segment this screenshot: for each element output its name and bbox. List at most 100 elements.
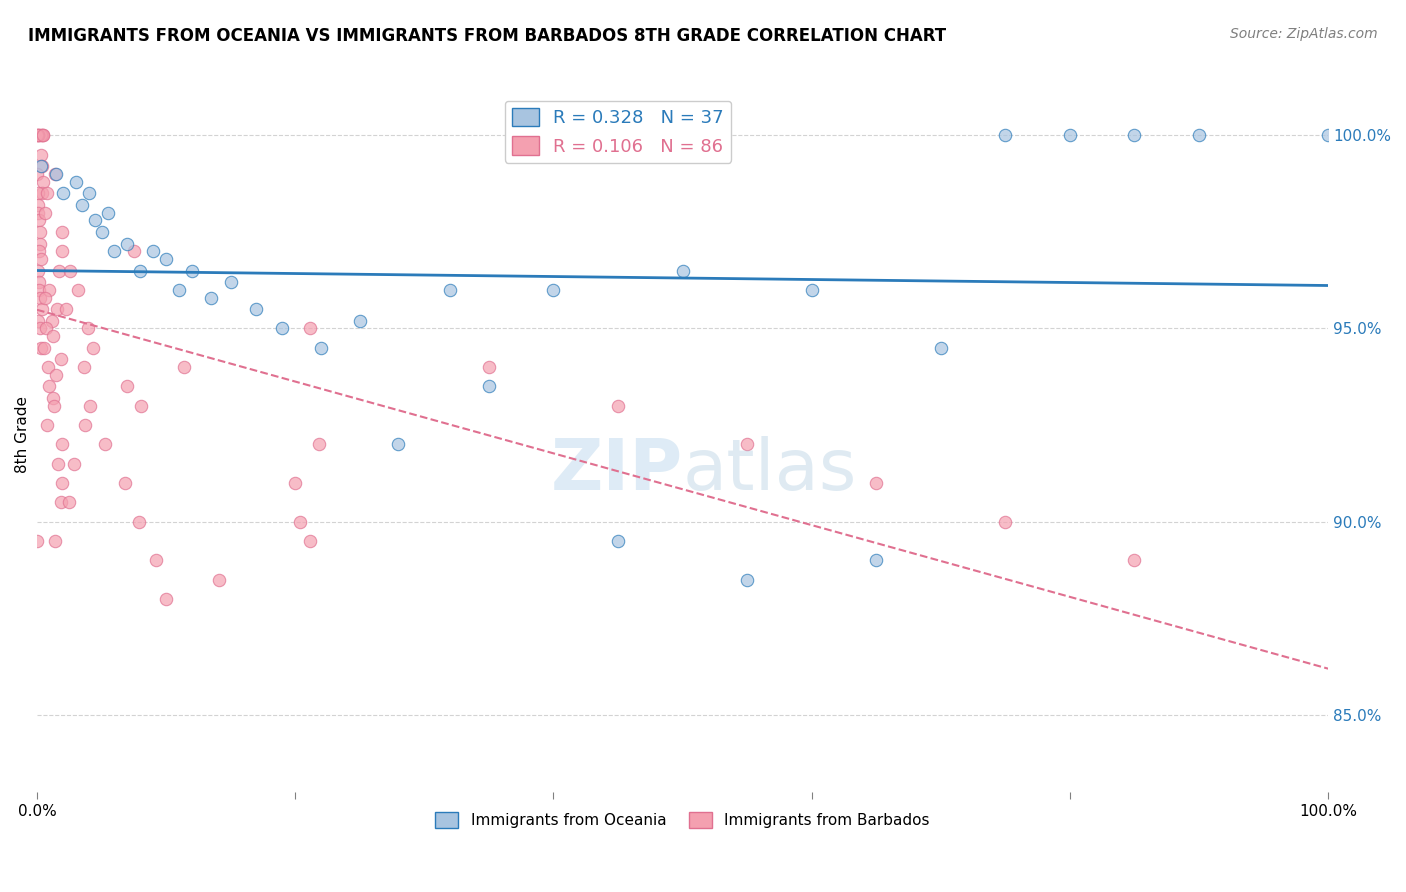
Point <box>27 314 49 328</box>
Point <box>30 252 52 266</box>
Point <box>25 167 48 181</box>
Point <box>735 437 758 451</box>
Y-axis label: 8th Grade: 8th Grade <box>15 396 30 473</box>
Point <box>49 495 72 509</box>
Point <box>28 283 51 297</box>
Point <box>51 244 73 259</box>
Point <box>31 302 53 317</box>
Point <box>27 186 49 201</box>
Point <box>28 244 51 259</box>
Point <box>128 515 150 529</box>
Point <box>66 283 89 297</box>
Point <box>62 457 84 471</box>
Point <box>31 128 53 143</box>
Point <box>245 302 267 317</box>
Point <box>219 275 242 289</box>
Legend: Immigrants from Oceania, Immigrants from Barbados: Immigrants from Oceania, Immigrants from… <box>429 806 936 834</box>
Point <box>349 314 371 328</box>
Point <box>30 128 52 143</box>
Point <box>290 515 312 529</box>
Point <box>38 283 60 297</box>
Point <box>1317 128 1340 143</box>
Point <box>28 213 51 227</box>
Point <box>41 314 63 328</box>
Point <box>51 225 73 239</box>
Point <box>77 186 100 201</box>
Point <box>309 341 332 355</box>
Point <box>90 225 112 239</box>
Point <box>271 321 294 335</box>
Point <box>70 198 93 212</box>
Point <box>1188 128 1211 143</box>
Point <box>79 399 101 413</box>
Point <box>32 175 55 189</box>
Point <box>30 159 52 173</box>
Point <box>30 225 52 239</box>
Point <box>103 244 125 259</box>
Point <box>671 263 693 277</box>
Point <box>208 573 231 587</box>
Point <box>607 533 630 548</box>
Point <box>35 418 58 433</box>
Point <box>45 368 67 382</box>
Point <box>44 167 66 181</box>
Point <box>543 283 565 297</box>
Point <box>27 128 49 143</box>
Point <box>34 205 56 219</box>
Point <box>929 341 952 355</box>
Point <box>28 236 51 251</box>
Point <box>31 159 53 173</box>
Point <box>59 263 82 277</box>
Point <box>994 515 1017 529</box>
Point <box>284 475 307 490</box>
Point <box>200 291 222 305</box>
Point <box>439 283 461 297</box>
Point <box>58 495 80 509</box>
Point <box>180 263 202 277</box>
Point <box>32 128 55 143</box>
Point <box>51 437 73 451</box>
Point <box>387 437 409 451</box>
Point <box>117 236 139 251</box>
Point <box>607 399 630 413</box>
Text: atlas: atlas <box>682 436 856 505</box>
Point <box>42 399 65 413</box>
Point <box>115 379 138 393</box>
Point <box>27 198 49 212</box>
Point <box>94 437 117 451</box>
Point <box>30 147 52 161</box>
Point <box>31 186 53 201</box>
Point <box>155 591 177 606</box>
Point <box>77 321 100 335</box>
Text: ZIP: ZIP <box>550 436 682 505</box>
Point <box>142 244 165 259</box>
Text: IMMIGRANTS FROM OCEANIA VS IMMIGRANTS FROM BARBADOS 8TH GRADE CORRELATION CHART: IMMIGRANTS FROM OCEANIA VS IMMIGRANTS FR… <box>28 27 946 45</box>
Point <box>73 360 96 375</box>
Point <box>30 321 52 335</box>
Point <box>52 186 75 201</box>
Point <box>129 263 152 277</box>
Point <box>27 128 49 143</box>
Text: Source: ZipAtlas.com: Source: ZipAtlas.com <box>1230 27 1378 41</box>
Point <box>73 418 96 433</box>
Point <box>65 175 87 189</box>
Point <box>42 391 65 405</box>
Point <box>1123 128 1146 143</box>
Point <box>800 283 823 297</box>
Point <box>122 244 145 259</box>
Point <box>97 205 120 219</box>
Point <box>28 291 51 305</box>
Point <box>84 213 107 227</box>
Point <box>478 379 501 393</box>
Point <box>865 553 887 567</box>
Point <box>45 167 67 181</box>
Point <box>167 283 190 297</box>
Point <box>32 341 55 355</box>
Point <box>28 275 51 289</box>
Point <box>55 302 77 317</box>
Point <box>1059 128 1081 143</box>
Point <box>38 379 60 393</box>
Point <box>994 128 1017 143</box>
Point <box>82 341 104 355</box>
Point <box>45 302 67 317</box>
